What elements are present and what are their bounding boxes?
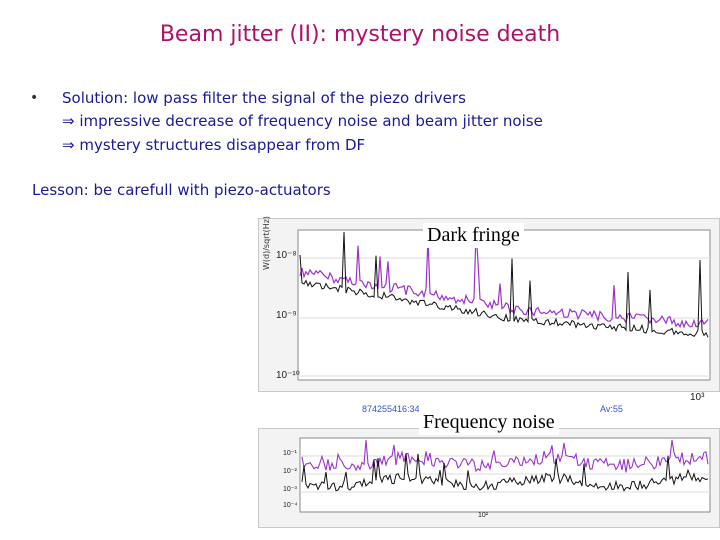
dark-fringe-y-axis-title: W(d)/sqrt(Hz) [262, 215, 271, 270]
lesson-line: Lesson: be carefull with piezo-actuators [32, 181, 331, 199]
dark-fringe-spectrum [297, 229, 711, 381]
slide-title: Beam jitter (II): mystery noise death [159, 22, 561, 47]
bullet-marker: • [30, 90, 39, 106]
frequency-noise-spectrum [299, 437, 711, 513]
top-xtick: 10³ [690, 392, 705, 403]
top-ytick-1: 10⁻⁸ [276, 250, 297, 261]
solution-line: Solution: low pass filter the signal of … [62, 89, 466, 107]
dark-fringe-label: Dark fringe [423, 223, 524, 248]
top-ytick-3: 10⁻¹⁰ [276, 370, 300, 381]
frequency-noise-label: Frequency noise [419, 410, 559, 435]
result-line-2: ⇒ mystery structures disappear from DF [62, 136, 366, 154]
bottom-ytick-3: 10⁻³ [283, 486, 297, 493]
bottom-ytick-1: 10⁻¹ [283, 450, 297, 457]
bottom-xtick: 10² [478, 512, 489, 519]
top-ytick-2: 10⁻⁹ [276, 310, 297, 321]
bottom-ytick-4: 10⁻⁴ [283, 502, 298, 509]
top-stamp-right: Av:55 [600, 404, 623, 414]
bottom-ytick-2: 10⁻² [283, 468, 297, 475]
result-line-1: ⇒ impressive decrease of frequency noise… [62, 112, 543, 130]
top-stamp-left: 874255416:34 [362, 404, 420, 414]
